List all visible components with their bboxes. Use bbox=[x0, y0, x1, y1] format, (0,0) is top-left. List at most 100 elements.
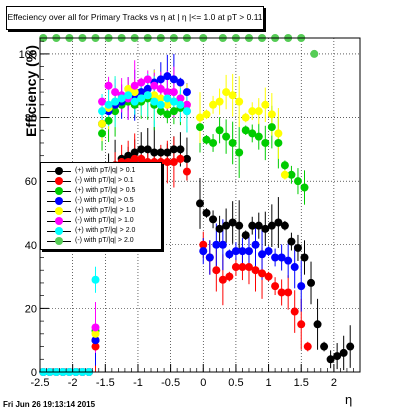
data-point bbox=[202, 110, 211, 119]
data-point bbox=[280, 161, 289, 170]
data-point bbox=[98, 97, 107, 106]
data-point bbox=[261, 138, 270, 147]
data-point bbox=[137, 145, 146, 154]
y-tick-label: 60 bbox=[25, 176, 37, 188]
legend-entry: (+) with pT/|q| > 0.1 bbox=[45, 166, 159, 176]
data-point bbox=[199, 240, 208, 249]
data-point bbox=[199, 247, 208, 256]
legend-label: (-) with pT/|q| > 0.1 bbox=[75, 177, 134, 184]
legend-marker bbox=[55, 207, 63, 215]
data-point bbox=[202, 208, 211, 217]
data-point bbox=[274, 138, 283, 147]
data-point bbox=[313, 320, 322, 329]
data-point bbox=[244, 247, 253, 256]
data-point bbox=[264, 272, 273, 281]
data-point bbox=[222, 221, 231, 230]
data-point bbox=[228, 138, 237, 147]
data-point bbox=[163, 158, 172, 167]
data-point bbox=[248, 107, 257, 116]
data-point bbox=[130, 88, 139, 97]
y-tick-label: 0 bbox=[31, 367, 37, 379]
x-tick-label: -0.5 bbox=[161, 377, 180, 389]
y-tick-label: 80 bbox=[25, 113, 37, 125]
data-point bbox=[91, 329, 100, 338]
data-point bbox=[176, 100, 185, 109]
data-point bbox=[215, 126, 224, 135]
legend-marker bbox=[55, 197, 63, 205]
legend-entry: (+) with pT/|q| > 1.0 bbox=[45, 206, 159, 216]
chart-title-box: Effeciency over all for Primary Tracks v… bbox=[6, 6, 264, 30]
data-point bbox=[169, 75, 178, 84]
data-point bbox=[205, 253, 214, 262]
data-point bbox=[271, 282, 280, 291]
data-point bbox=[326, 355, 335, 364]
data-point bbox=[98, 119, 107, 128]
data-point bbox=[156, 84, 165, 93]
data-point bbox=[104, 116, 113, 125]
data-point bbox=[130, 81, 139, 90]
legend-marker bbox=[55, 167, 63, 175]
data-point bbox=[339, 348, 348, 357]
data-point bbox=[280, 170, 289, 179]
data-point bbox=[254, 107, 263, 116]
data-point bbox=[150, 97, 159, 106]
data-point bbox=[143, 75, 152, 84]
x-tick-label: -1 bbox=[133, 377, 143, 389]
data-point bbox=[258, 250, 267, 259]
data-point bbox=[293, 177, 302, 186]
data-point bbox=[163, 94, 172, 103]
data-point bbox=[163, 148, 172, 157]
data-point bbox=[169, 107, 178, 116]
data-point bbox=[215, 224, 224, 233]
data-point bbox=[218, 275, 227, 284]
data-point bbox=[271, 253, 280, 262]
data-point bbox=[176, 78, 185, 87]
data-point bbox=[244, 263, 253, 272]
data-point bbox=[267, 110, 276, 119]
data-point bbox=[235, 97, 244, 106]
chart-title: Effeciency over all for Primary Tracks v… bbox=[7, 12, 263, 22]
data-point bbox=[274, 129, 283, 138]
data-point bbox=[251, 240, 260, 249]
legend-label: (-) with pT/|q| > 1.0 bbox=[75, 217, 134, 224]
data-point bbox=[218, 240, 227, 249]
data-point bbox=[91, 323, 100, 332]
data-point bbox=[346, 342, 355, 351]
legend-marker bbox=[55, 227, 63, 235]
legend: (+) with pT/|q| > 0.1 (-) with pT/|q| > 0… bbox=[40, 162, 162, 250]
data-point bbox=[156, 100, 165, 109]
data-point bbox=[143, 84, 152, 93]
data-point bbox=[104, 100, 113, 109]
data-point bbox=[251, 266, 260, 275]
data-point bbox=[91, 342, 100, 351]
legend-entry: (+) with pT/|q| > 2.0 bbox=[45, 226, 159, 236]
data-point bbox=[137, 88, 146, 97]
data-point bbox=[225, 272, 234, 281]
legend-entry: (-) with pT/|q| > 1.0 bbox=[45, 216, 159, 226]
data-point bbox=[209, 215, 218, 224]
data-point bbox=[176, 94, 185, 103]
data-point bbox=[130, 97, 139, 106]
data-point bbox=[209, 100, 218, 109]
data-point bbox=[202, 135, 211, 144]
data-point bbox=[333, 352, 342, 361]
legend-entry: (-) with pT/|q| > 0.5 bbox=[45, 196, 159, 206]
data-point bbox=[310, 49, 319, 58]
legend-entry: (-) with pT/|q| > 2.0 bbox=[45, 236, 159, 246]
data-point bbox=[297, 320, 306, 329]
data-point bbox=[91, 275, 100, 284]
timestamp-footer: Fri Jun 26 19:13:14 2015 bbox=[3, 400, 96, 409]
data-point bbox=[297, 282, 306, 291]
data-point bbox=[290, 263, 299, 272]
legend-entry: (+) with pT/|q| > 0.5 bbox=[45, 186, 159, 196]
data-point bbox=[235, 148, 244, 157]
data-point bbox=[176, 154, 185, 163]
data-point bbox=[284, 288, 293, 297]
data-point bbox=[267, 221, 276, 230]
data-point bbox=[176, 145, 185, 154]
data-point bbox=[261, 100, 270, 109]
data-point bbox=[163, 72, 172, 81]
legend-label: (-) with pT/|q| > 0.5 bbox=[75, 197, 134, 204]
data-point bbox=[169, 88, 178, 97]
data-point bbox=[212, 266, 221, 275]
